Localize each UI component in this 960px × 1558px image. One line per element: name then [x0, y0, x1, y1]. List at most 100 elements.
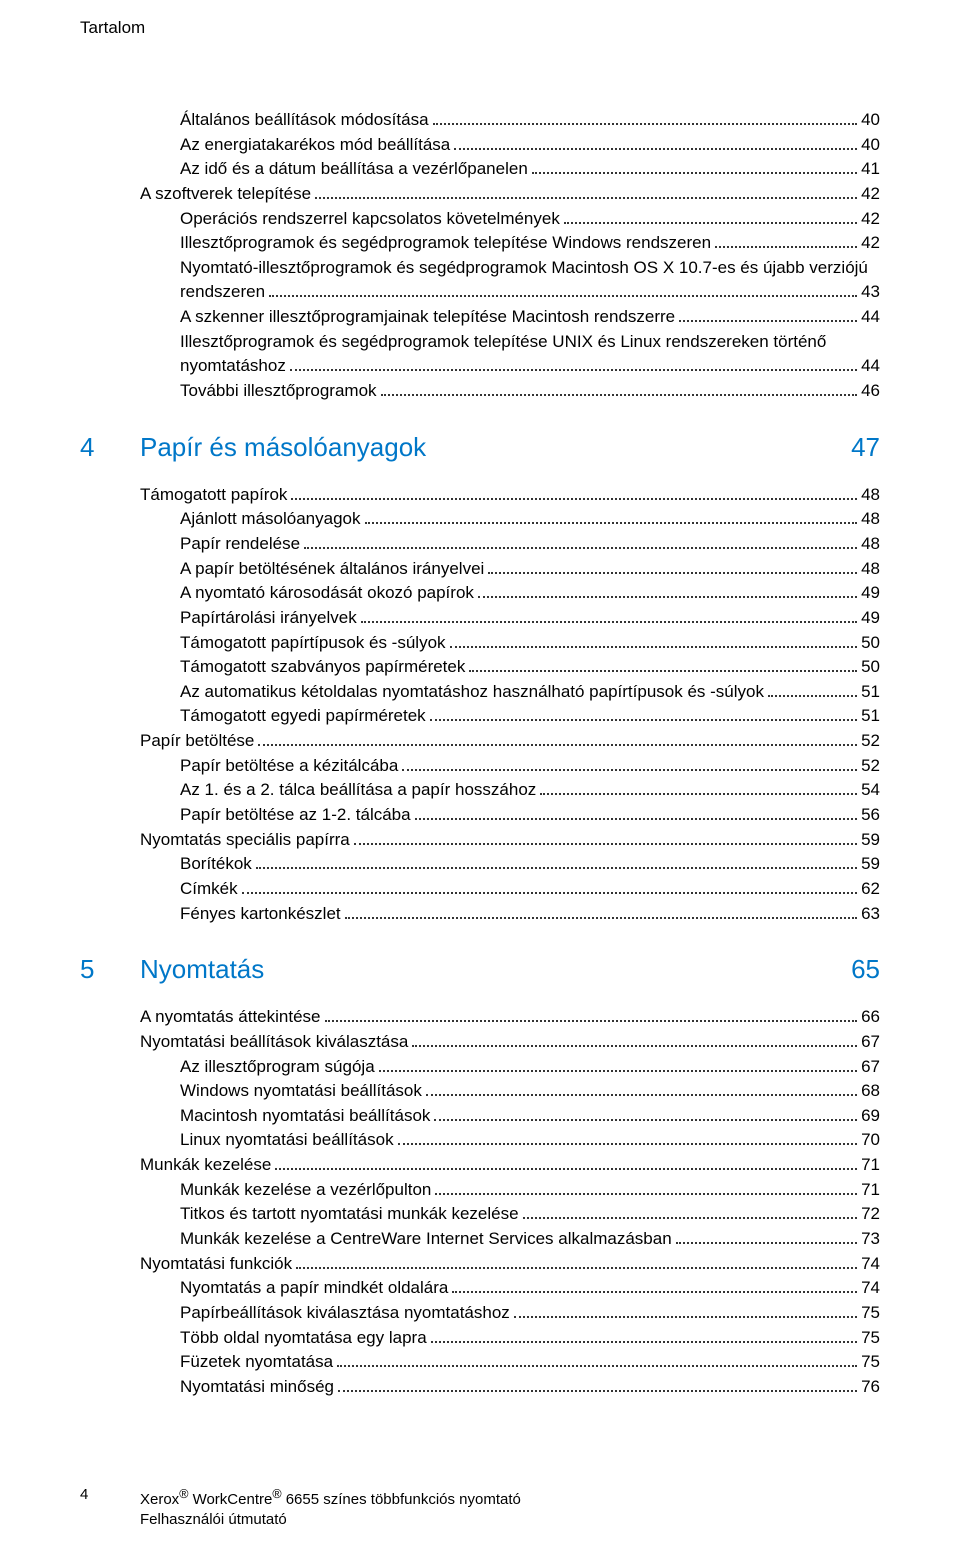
- toc-page: 42: [861, 207, 880, 232]
- toc-entry: Windows nyomtatási beállítások 68: [80, 1079, 880, 1104]
- chapter-title: Papír és másolóanyagok: [140, 432, 851, 463]
- toc-entry: Támogatott papírtípusok és -súlyok 50: [80, 631, 880, 656]
- toc-label: Az automatikus kétoldalas nyomtatáshoz h…: [180, 680, 764, 705]
- toc-label: A nyomtató károsodását okozó papírok: [180, 581, 474, 606]
- toc-label: Támogatott papírok: [140, 483, 287, 508]
- footer-desc: 6655 színes többfunkciós nyomtató: [282, 1491, 521, 1508]
- toc-leader-dots: [450, 646, 858, 648]
- toc-page: 52: [861, 754, 880, 779]
- toc-label: Az 1. és a 2. tálca beállítása a papír h…: [180, 778, 536, 803]
- chapter-page: 65: [851, 954, 880, 985]
- toc-label: Illesztőprogramok és segédprogramok tele…: [180, 330, 826, 355]
- toc-page: 50: [861, 631, 880, 656]
- toc-page: 48: [861, 532, 880, 557]
- toc-page: 70: [861, 1128, 880, 1153]
- toc-label: Titkos és tartott nyomtatási munkák keze…: [180, 1202, 519, 1227]
- toc-entry: A nyomtatás áttekintése 66: [80, 1005, 880, 1030]
- toc-leader-dots: [379, 1070, 857, 1072]
- toc-page: 67: [861, 1055, 880, 1080]
- toc-entry: Az automatikus kétoldalas nyomtatáshoz h…: [80, 680, 880, 705]
- toc-page: 49: [861, 606, 880, 631]
- toc-leader-dots: [469, 670, 857, 672]
- toc-entry: A szkenner illesztőprogramjainak telepít…: [80, 305, 880, 330]
- toc-label: Nyomtatási minőség: [180, 1375, 334, 1400]
- toc-leader-dots: [242, 892, 857, 894]
- toc-entry: További illesztőprogramok 46: [80, 379, 880, 404]
- toc-page: 43: [861, 280, 880, 305]
- reg-mark: ®: [272, 1487, 281, 1501]
- toc-page: 50: [861, 655, 880, 680]
- toc-page: 59: [861, 852, 880, 877]
- toc-label: Fényes kartonkészlet: [180, 902, 341, 927]
- toc-label: Macintosh nyomtatási beállítások: [180, 1104, 430, 1129]
- toc-entry: Linux nyomtatási beállítások 70: [80, 1128, 880, 1153]
- toc-leader-dots: [454, 148, 857, 150]
- toc-label: Illesztőprogramok és segédprogramok tele…: [180, 231, 711, 256]
- toc-leader-dots: [478, 596, 857, 598]
- toc-page: 41: [861, 157, 880, 182]
- toc-leader-dots: [345, 917, 857, 919]
- toc-page: 49: [861, 581, 880, 606]
- toc-entry: Papír rendelése 48: [80, 532, 880, 557]
- toc-page: 75: [861, 1350, 880, 1375]
- toc-leader-dots: [381, 394, 858, 396]
- toc-page: 74: [861, 1252, 880, 1277]
- toc-label: Munkák kezelése a vezérlőpulton: [180, 1178, 431, 1203]
- toc-entry: Az 1. és a 2. tálca beállítása a papír h…: [80, 778, 880, 803]
- toc-entry: Nyomtatási beállítások kiválasztása 67: [80, 1030, 880, 1055]
- toc-leader-dots: [715, 246, 857, 248]
- toc-entry: Munkák kezelése a CentreWare Internet Se…: [80, 1227, 880, 1252]
- toc-label: Támogatott papírtípusok és -súlyok: [180, 631, 446, 656]
- toc-leader-dots: [434, 1119, 857, 1121]
- toc-page: 42: [861, 231, 880, 256]
- toc-entry: Több oldal nyomtatása egy lapra 75: [80, 1326, 880, 1351]
- toc-leader-dots: [676, 1242, 857, 1244]
- toc-page: 46: [861, 379, 880, 404]
- running-head: Tartalom: [80, 18, 145, 38]
- toc-entry: Támogatott egyedi papírméretek 51: [80, 704, 880, 729]
- toc-label: Papír betöltése az 1-2. tálcába: [180, 803, 411, 828]
- toc-label: Nyomtatási funkciók: [140, 1252, 292, 1277]
- toc-page: 48: [861, 483, 880, 508]
- toc-page: 59: [861, 828, 880, 853]
- toc-entry: Az idő és a dátum beállítása a vezérlőpa…: [80, 157, 880, 182]
- toc-label: Linux nyomtatási beállítások: [180, 1128, 394, 1153]
- toc-label: Címkék: [180, 877, 238, 902]
- toc-page: 48: [861, 557, 880, 582]
- toc-entry: Nyomtatási minőség 76: [80, 1375, 880, 1400]
- toc-leader-dots: [275, 1168, 857, 1170]
- toc-leader-dots: [426, 1094, 857, 1096]
- toc-entry: A papír betöltésének általános irányelve…: [80, 557, 880, 582]
- toc-entry: Borítékok 59: [80, 852, 880, 877]
- toc-leader-dots: [337, 1365, 857, 1367]
- toc-label: Papírbeállítások kiválasztása nyomtatásh…: [180, 1301, 510, 1326]
- toc-page: 63: [861, 902, 880, 927]
- toc-page: 51: [861, 680, 880, 705]
- toc-entry: nyomtatáshoz 44: [80, 354, 880, 379]
- toc-page: 40: [861, 133, 880, 158]
- toc-leader-dots: [488, 572, 857, 574]
- chapter-number: 5: [80, 954, 140, 985]
- footer-page-number: 4: [80, 1486, 140, 1503]
- toc-label: További illesztőprogramok: [180, 379, 377, 404]
- toc-label: Ajánlott másolóanyagok: [180, 507, 361, 532]
- toc-entry: Papírtárolási irányelvek 49: [80, 606, 880, 631]
- toc-label: A papír betöltésének általános irányelve…: [180, 557, 484, 582]
- toc-label: Papír rendelése: [180, 532, 300, 557]
- toc-label: Nyomtatás a papír mindkét oldalára: [180, 1276, 448, 1301]
- toc-leader-dots: [532, 172, 857, 174]
- toc-leader-dots: [304, 547, 857, 549]
- toc-label: A nyomtatás áttekintése: [140, 1005, 321, 1030]
- toc-entry: Általános beállítások módosítása 40: [80, 108, 880, 133]
- toc-leader-dots: [435, 1193, 857, 1195]
- toc-leader-dots: [433, 123, 858, 125]
- toc-leader-dots: [291, 498, 857, 500]
- toc-leader-dots: [354, 843, 857, 845]
- toc-label: Operációs rendszerrel kapcsolatos követe…: [180, 207, 560, 232]
- toc-label: Az energiatakarékos mód beállítása: [180, 133, 450, 158]
- chapter-heading: 4Papír és másolóanyagok47: [80, 432, 880, 463]
- toc-body: Általános beállítások módosítása 40Az en…: [80, 108, 880, 1399]
- toc-entry: Támogatott papírok 48: [80, 483, 880, 508]
- toc-leader-dots: [452, 1291, 857, 1293]
- chapter-number: 4: [80, 432, 140, 463]
